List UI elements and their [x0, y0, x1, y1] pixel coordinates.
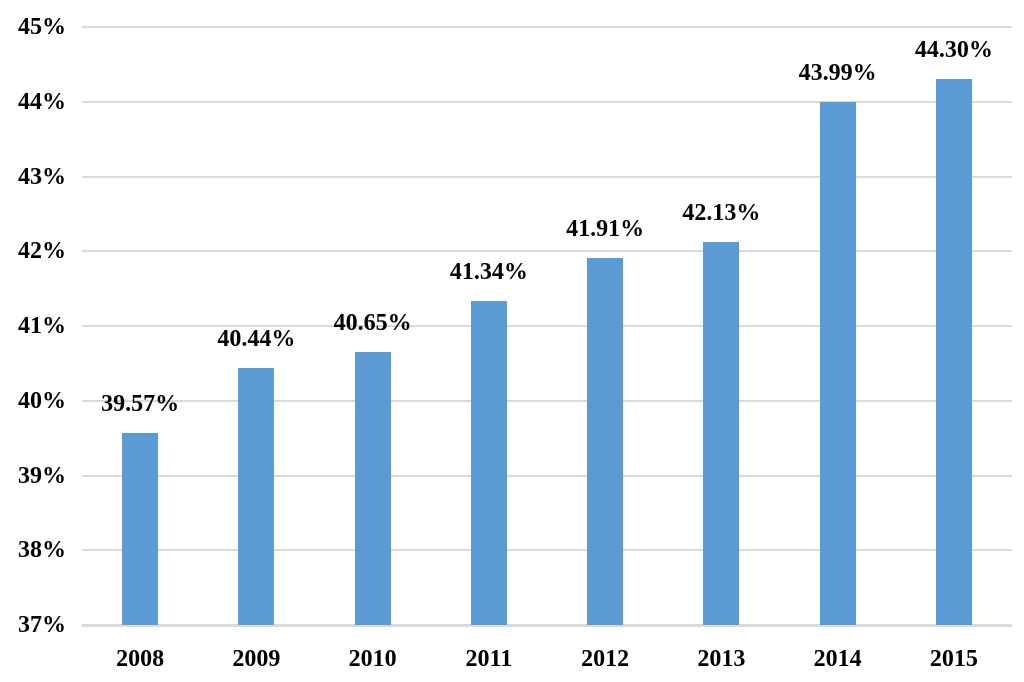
bar-2013: [703, 241, 740, 625]
bar-value-label: 44.30%: [914, 37, 993, 64]
gridline: [82, 250, 1012, 253]
y-axis-tick-label: 38%: [18, 537, 66, 564]
gridline: [82, 549, 1012, 552]
bar-2008: [122, 432, 159, 625]
gridline: [82, 100, 1012, 103]
bar-value-label: 41.34%: [449, 258, 528, 285]
y-axis-tick-label: 39%: [18, 462, 66, 489]
x-axis-tick-label: 2008: [116, 646, 165, 672]
y-axis-tick-label: 43%: [18, 163, 66, 190]
y-axis-tick-label: 37%: [18, 612, 66, 638]
x-axis-tick-label: 2014: [813, 646, 862, 672]
x-axis-tick-label: 2010: [348, 646, 397, 672]
y-axis-tick-label: 44%: [18, 88, 66, 115]
x-axis-tick-label: 2011: [465, 646, 513, 672]
y-axis-tick-label: 42%: [18, 238, 66, 265]
bar-2010: [354, 352, 391, 625]
y-axis-tick-label: 41%: [18, 313, 66, 339]
bar-value-label: 43.99%: [798, 60, 877, 87]
gridline: [82, 399, 1012, 402]
y-axis-tick-label: 45%: [18, 14, 66, 40]
x-axis-tick-label: 2012: [581, 646, 630, 672]
bar-2011: [470, 300, 507, 625]
bar-value-label: 40.65%: [333, 310, 412, 337]
bar-2012: [587, 257, 624, 625]
y-axis-tick-label: 40%: [18, 387, 66, 414]
gridline: [82, 26, 1012, 28]
gridline: [82, 325, 1012, 327]
bar-2009: [238, 367, 275, 625]
bar-value-label: 39.57%: [101, 390, 180, 417]
bar-value-label: 40.44%: [217, 325, 296, 352]
bar-2014: [819, 102, 856, 625]
gridline: [82, 175, 1012, 178]
bar-2015: [935, 79, 972, 625]
x-axis-tick-label: 2015: [929, 646, 978, 672]
x-axis-line: [82, 624, 1012, 627]
bar-value-label: 42.13%: [682, 199, 761, 226]
bar-value-label: 41.91%: [566, 215, 645, 242]
gridline: [82, 474, 1012, 477]
x-axis-tick-label: 2009: [232, 646, 281, 672]
x-axis-tick-label: 2013: [697, 646, 746, 672]
